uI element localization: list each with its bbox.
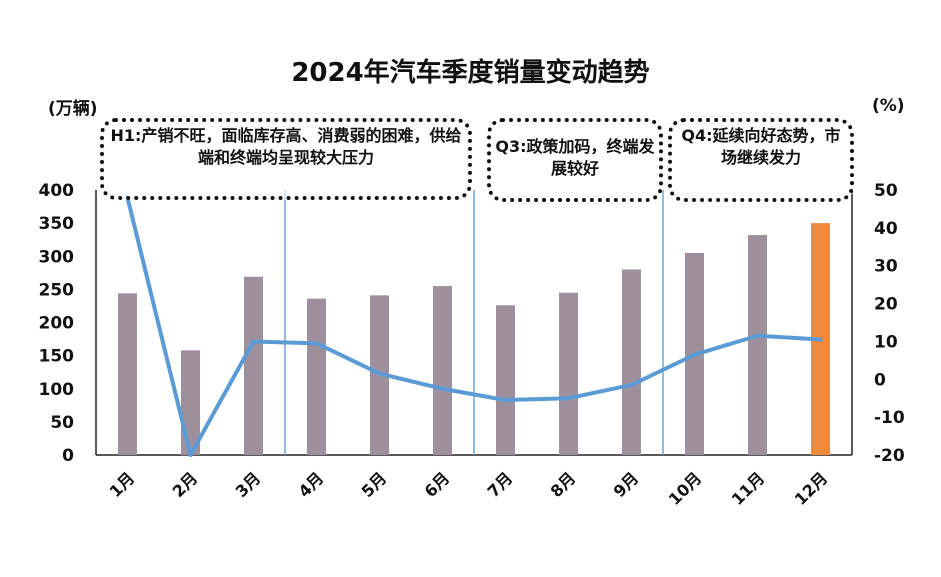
annotation-q4: Q4:延续向好态势，市场继续发力: [668, 118, 854, 202]
bar: [496, 305, 515, 455]
right-tick-label: 40: [874, 219, 898, 239]
bar: [559, 292, 578, 455]
right-tick-label: 0: [874, 370, 886, 390]
growth-rate-point: [503, 398, 508, 403]
x-tick-label: 7月: [484, 468, 517, 501]
growth-rate-point: [251, 339, 256, 344]
left-tick-label: 350: [39, 214, 75, 234]
right-tick-label: 20: [874, 295, 898, 315]
right-axis-unit: (%): [872, 96, 905, 116]
left-tick-label: 100: [39, 380, 75, 400]
x-tick-label: 12月: [791, 468, 832, 509]
chart-title: 2024年汽车季度销量变动趋势: [291, 58, 650, 88]
x-tick-label: 6月: [421, 468, 454, 501]
left-tick-label: 50: [50, 413, 74, 433]
x-tick-label: 4月: [295, 468, 328, 501]
annotation-q3: Q3:政策加码，终端发展较好: [487, 118, 663, 202]
growth-rate-point: [377, 371, 382, 376]
growth-rate-point: [692, 352, 697, 357]
bar: [307, 298, 326, 455]
growth-rate-point: [440, 386, 445, 391]
bar: [118, 293, 137, 455]
left-tick-label: 0: [62, 446, 74, 466]
x-tick-label: 2月: [169, 468, 202, 501]
left-tick-label: 250: [39, 280, 75, 300]
bar: [433, 286, 452, 455]
x-tick-label: 8月: [547, 468, 580, 501]
left-tick-label: 400: [39, 181, 75, 201]
left-tick-label: 300: [39, 247, 75, 267]
growth-rate-point: [755, 333, 760, 338]
x-tick-label: 3月: [232, 468, 265, 501]
right-tick-label: -10: [874, 408, 905, 428]
right-tick-label: -20: [874, 446, 905, 466]
left-tick-label: 200: [39, 314, 75, 334]
left-tick-label: 150: [39, 347, 75, 367]
x-tick-label: 9月: [610, 468, 643, 501]
growth-rate-point: [314, 341, 319, 346]
bar: [244, 276, 263, 455]
growth-rate-point: [188, 453, 193, 457]
growth-rate-point: [818, 337, 823, 342]
x-tick-label: 1月: [106, 468, 139, 501]
right-tick-label: 30: [874, 257, 898, 277]
bar: [748, 235, 767, 455]
left-axis-unit: (万辆): [48, 99, 98, 119]
right-tick-label: 10: [874, 332, 898, 352]
x-tick-label: 5月: [358, 468, 391, 501]
annotation-h1: H1:产销不旺，面临库存高、消费弱的困难，供给端和终端均呈现较大压力: [100, 118, 472, 200]
x-tick-label: 10月: [665, 468, 706, 509]
growth-rate-point: [629, 382, 634, 387]
x-tick-label: 11月: [728, 468, 769, 509]
right-tick-label: 50: [874, 181, 898, 201]
growth-rate-line: [125, 195, 823, 457]
bar: [622, 269, 641, 455]
growth-rate-point: [566, 396, 571, 401]
